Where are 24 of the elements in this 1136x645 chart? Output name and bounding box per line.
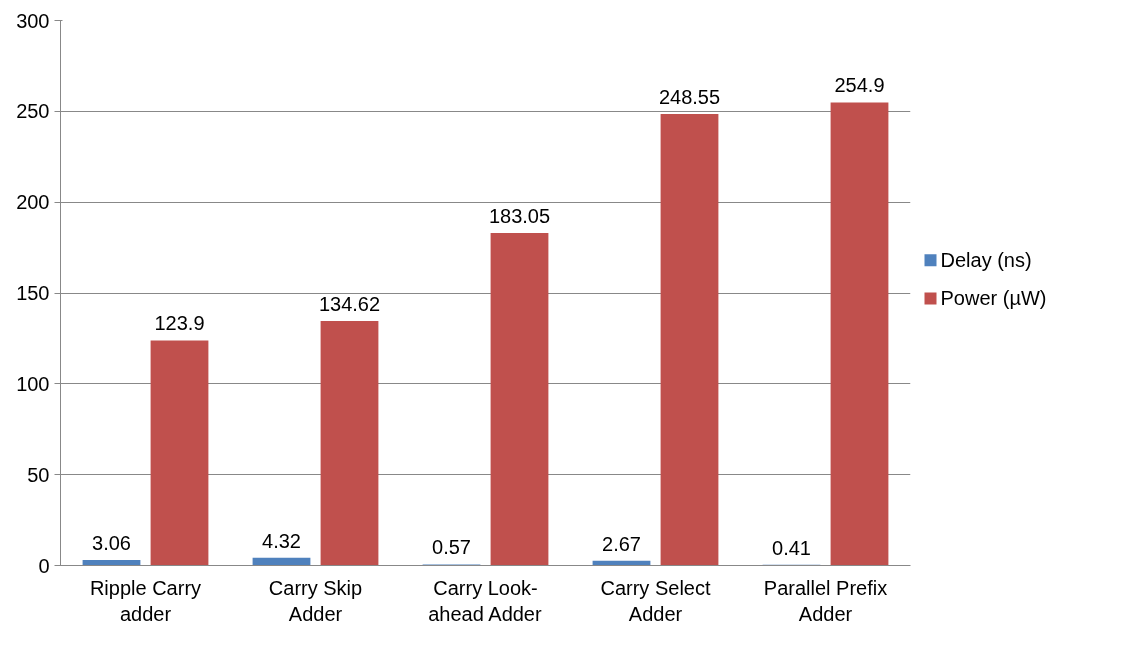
data-label: 2.67 [602, 532, 641, 555]
x-tick-label: Carry Look- ahead Adder [428, 576, 543, 625]
x-tick-label: Parallel Prefix Adder [763, 576, 888, 625]
data-label: 123.9 [154, 312, 205, 335]
y-tick-label: 100 [16, 372, 50, 395]
x-tick-label: Carry Select Adder [600, 576, 711, 625]
data-label: 0.57 [432, 536, 471, 559]
y-tick-label: 50 [27, 463, 50, 486]
data-label: 3.06 [92, 531, 131, 554]
data-label: 0.41 [772, 536, 811, 559]
y-tick-label: 0 [38, 554, 50, 577]
data-label: 248.55 [658, 85, 721, 108]
data-label: 183.05 [488, 204, 551, 227]
legend-label: Power (µW) [940, 287, 1047, 310]
x-tick-label: Ripple Carry adder [89, 576, 202, 625]
y-tick-label: 150 [16, 282, 50, 304]
data-label: 254.9 [834, 74, 885, 97]
y-tick-label: 250 [16, 100, 50, 123]
data-label: 4.32 [262, 529, 301, 552]
legend-label: Delay (ns) [940, 249, 1032, 272]
y-tick-label: 300 [16, 9, 50, 32]
data-label: 134.62 [318, 292, 381, 315]
x-tick-label: Carry Skip Adder [268, 576, 363, 625]
y-tick-label: 200 [16, 191, 50, 214]
